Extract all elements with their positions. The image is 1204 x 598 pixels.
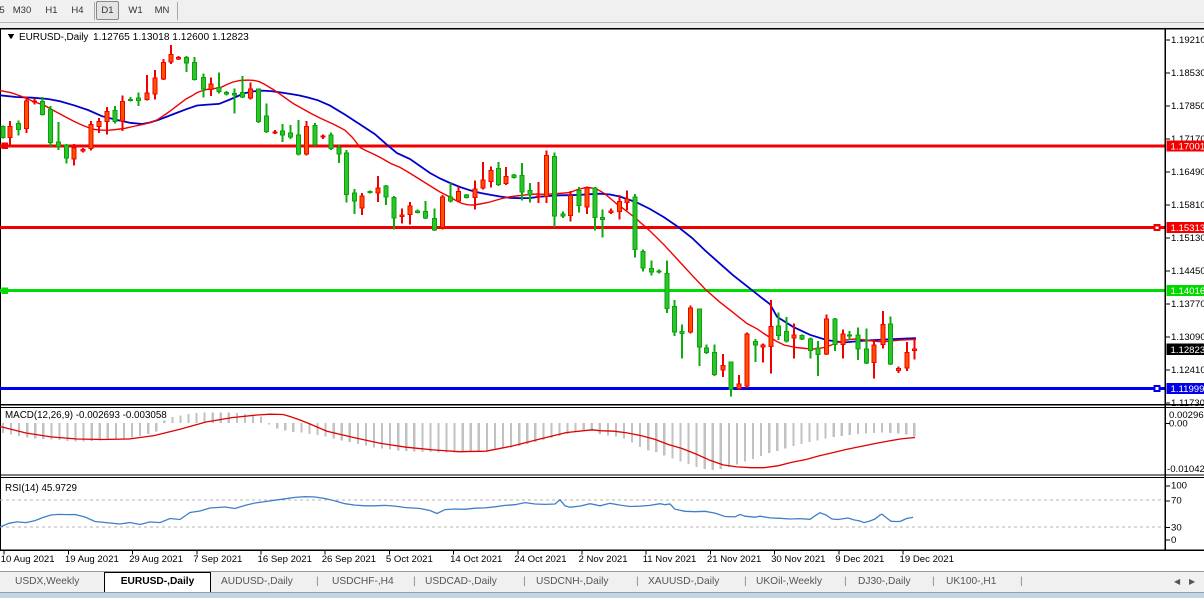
svg-text:30: 30 — [1171, 522, 1182, 533]
svg-text:1.17170: 1.17170 — [1171, 134, 1204, 145]
svg-text:10 Aug 2021: 10 Aug 2021 — [1, 554, 55, 565]
svg-text:19 Dec 2021: 19 Dec 2021 — [900, 554, 954, 565]
svg-text:0.002966: 0.002966 — [1169, 410, 1204, 421]
svg-text:1.15313: 1.15313 — [1171, 223, 1204, 234]
svg-text:1.17001: 1.17001 — [1171, 142, 1204, 153]
svg-text:9 Dec 2021: 9 Dec 2021 — [835, 554, 884, 565]
svg-text:0: 0 — [1171, 535, 1176, 546]
svg-text:11 Nov 2021: 11 Nov 2021 — [643, 554, 697, 565]
svg-text:-0.01042: -0.01042 — [1167, 464, 1204, 475]
svg-text:24 Oct 2021: 24 Oct 2021 — [514, 554, 566, 565]
svg-text:5 Oct 2021: 5 Oct 2021 — [386, 554, 433, 565]
svg-text:1.16490: 1.16490 — [1171, 167, 1204, 178]
svg-text:1.11999: 1.11999 — [1171, 384, 1204, 395]
svg-text:19 Aug 2021: 19 Aug 2021 — [65, 554, 119, 565]
svg-text:0.00: 0.00 — [1169, 419, 1188, 430]
svg-text:29 Aug 2021: 29 Aug 2021 — [129, 554, 183, 565]
svg-text:EURUSD-,Daily: EURUSD-,Daily — [19, 32, 88, 43]
svg-text:1.19210: 1.19210 — [1171, 35, 1204, 46]
svg-text:16 Sep 2021: 16 Sep 2021 — [258, 554, 312, 565]
svg-text:1.11730: 1.11730 — [1171, 398, 1204, 409]
svg-text:1.12823: 1.12823 — [1171, 345, 1204, 356]
svg-text:RSI(14) 45.9729: RSI(14) 45.9729 — [5, 483, 77, 494]
svg-text:1.13090: 1.13090 — [1171, 332, 1204, 343]
svg-text:1.12410: 1.12410 — [1171, 365, 1204, 376]
svg-text:26 Sep 2021: 26 Sep 2021 — [322, 554, 376, 565]
svg-text:1.14450: 1.14450 — [1171, 266, 1204, 277]
svg-text:MACD(12,26,9) -0.002693 -0.003: MACD(12,26,9) -0.002693 -0.003058 — [5, 410, 167, 421]
svg-text:21 Nov 2021: 21 Nov 2021 — [707, 554, 761, 565]
svg-text:100: 100 — [1171, 481, 1187, 492]
svg-text:14 Oct 2021: 14 Oct 2021 — [450, 554, 502, 565]
svg-text:1.12765 1.13018 1.12600 1.1282: 1.12765 1.13018 1.12600 1.12823 — [93, 32, 249, 43]
svg-text:70: 70 — [1171, 496, 1182, 507]
svg-text:30 Nov 2021: 30 Nov 2021 — [771, 554, 825, 565]
svg-text:7 Sep 2021: 7 Sep 2021 — [193, 554, 242, 565]
svg-text:1.17850: 1.17850 — [1171, 101, 1204, 112]
svg-text:1.13770: 1.13770 — [1171, 299, 1204, 310]
svg-text:1.15130: 1.15130 — [1171, 233, 1204, 244]
svg-text:1.14016: 1.14016 — [1171, 286, 1204, 297]
svg-text:1.15810: 1.15810 — [1171, 200, 1204, 211]
svg-text:1.18530: 1.18530 — [1171, 68, 1204, 79]
svg-text:2 Nov 2021: 2 Nov 2021 — [579, 554, 628, 565]
